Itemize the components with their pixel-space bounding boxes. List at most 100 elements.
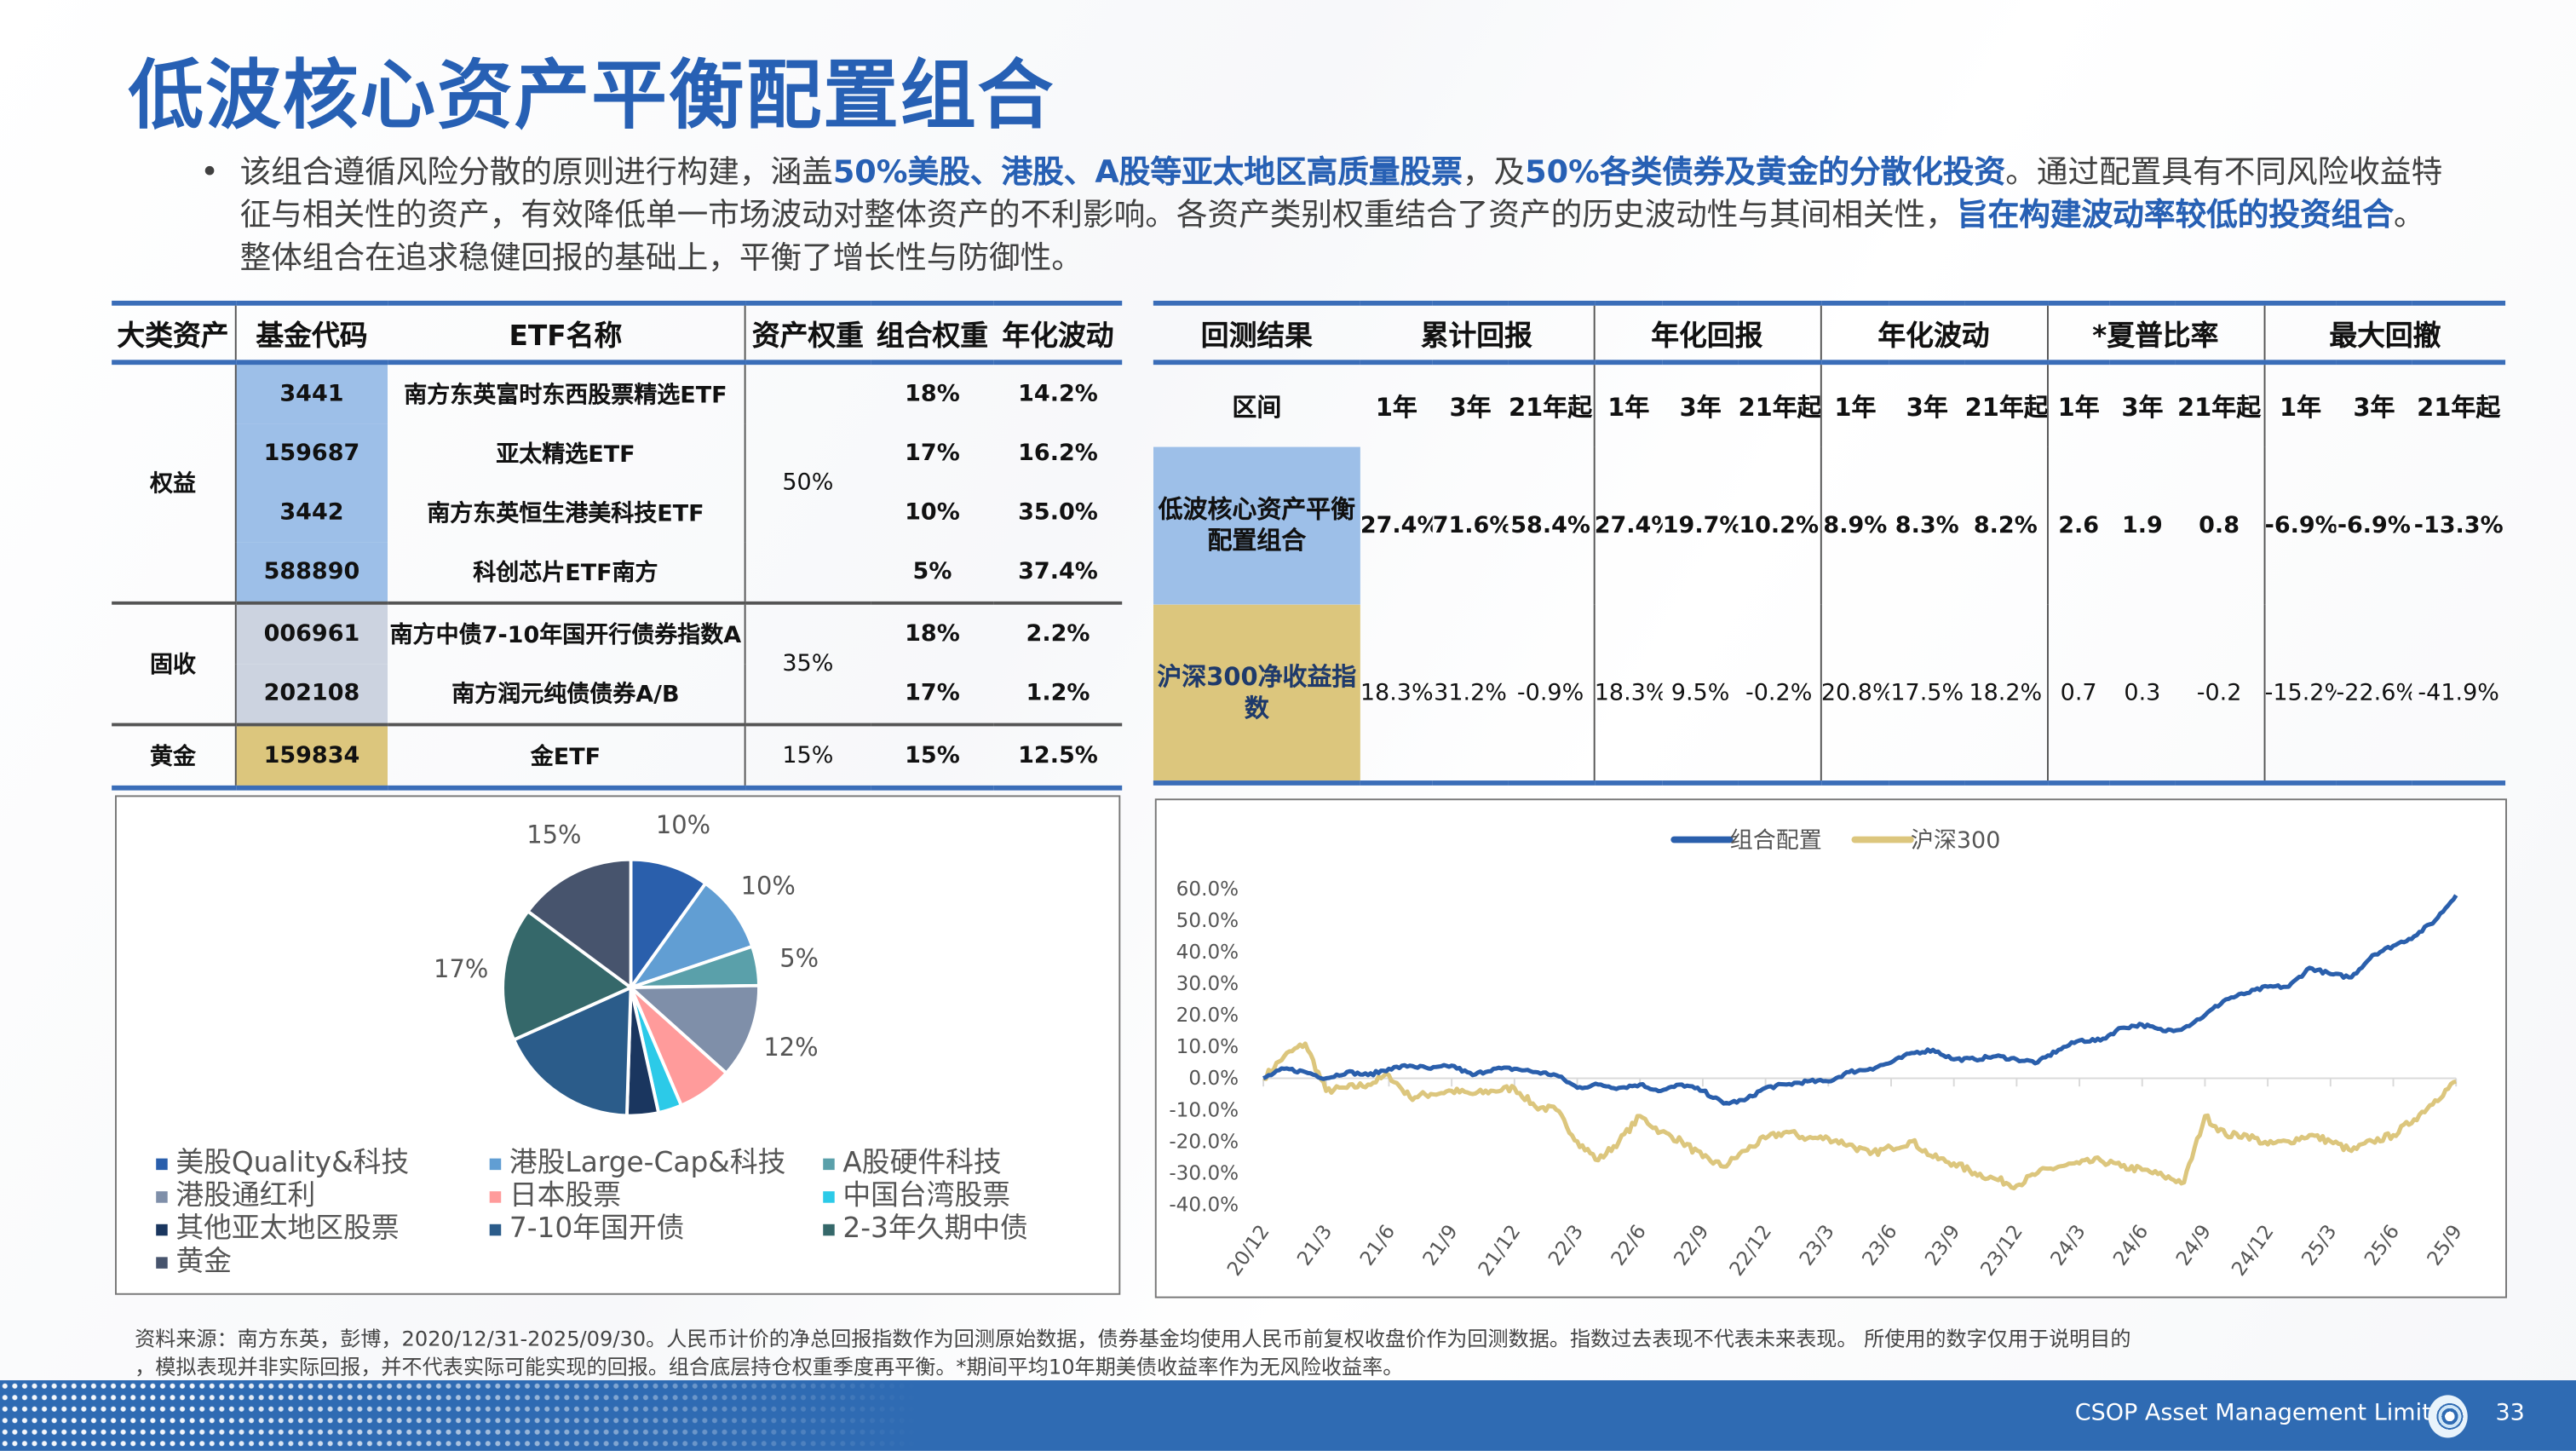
y-tick-label: -10.0% [1169, 1099, 1239, 1121]
pie-slice [626, 881, 755, 991]
period-1: 3年 [1449, 391, 1492, 422]
table-row: 159687 亚太精选ETF 17% 16.2% [112, 423, 1122, 483]
x-tick-label: 24/12 [2228, 1221, 2279, 1281]
metric-value: 71.6% [1432, 512, 1509, 539]
annual-vol: 37.4% [1018, 558, 1098, 585]
x-tick-label: 23/6 [1859, 1221, 1902, 1270]
x-tick-label: 21/9 [1419, 1221, 1463, 1270]
x-tick-label: 22/12 [1726, 1221, 1777, 1281]
metric-value: -22.6% [2336, 604, 2412, 786]
legend-label: 沪深300 [1911, 827, 2000, 854]
pie-svg: 10%10%5%12%7%3%4%18%17%15% [434, 810, 819, 1126]
metric-value: 0.8 [2199, 512, 2240, 539]
metric-value: 2.6 [2046, 446, 2110, 605]
legend-label: 美股Quality&科技 [175, 1147, 410, 1180]
fund-code: 3442 [233, 482, 388, 543]
y-tick-label: 50.0% [1176, 910, 1239, 932]
annual-vol: 2.2% [993, 601, 1123, 665]
bullet-text: 该组合遵循风险分散的原则进行构建，涵盖50%美股、港股、A股等亚太地区高质量股票… [240, 151, 2452, 279]
period-1: 3年 [1906, 391, 1948, 422]
metric-value: 20.8% [1819, 604, 1889, 786]
metric-value: 17.5% [1889, 604, 1965, 786]
legend-item: 其他亚太地区股票 [156, 1205, 400, 1246]
portfolio-weight: 15% [871, 723, 994, 791]
metric-value: 8.9% [1819, 446, 1889, 605]
line-svg: 60.0% 50.0% 40.0% 30.0% 20.0% 10.0% 0.0% -10.0%… [1169, 827, 2467, 1281]
metric-value: 18.3% [1360, 604, 1433, 786]
dot-pattern [0, 1379, 920, 1451]
legend-item: 黄金 [156, 1237, 232, 1278]
legend-label: 2-3年久期中债 [842, 1212, 1028, 1246]
fund-code: 588890 [233, 542, 388, 603]
pie-slice [511, 985, 633, 1118]
period-0: 1年 [2046, 362, 2110, 447]
row-label: 沪深300净收益指数 [1153, 604, 1360, 786]
col-header: 回测结果 [1153, 300, 1360, 366]
x-tick-label: 22/3 [1544, 1221, 1588, 1270]
annual-vol: 14.2% [1018, 381, 1098, 408]
legend-item: A股硬件科技 [823, 1138, 1002, 1180]
x-tick-label: 23/12 [1976, 1221, 2027, 1281]
col-header: 年化波动 [1819, 300, 2048, 366]
etf-name: 亚太精选ETF [496, 441, 635, 469]
metric-value: -15.2% [2263, 604, 2337, 786]
y-tick-label: 0.0% [1188, 1068, 1239, 1090]
legend-swatch-icon [823, 1157, 835, 1170]
col-header: 年化回报 [1592, 300, 1820, 366]
annual-vol: 35.0% [1018, 499, 1098, 527]
table-header-row: 回测结果 累计回报 年化回报 年化波动 *夏普比率 最大回撤 [1153, 300, 2506, 366]
legend-label: 组合配置 [1730, 827, 1822, 854]
legend-label: 日本股票 [509, 1179, 621, 1213]
legend-swatch-icon [156, 1223, 168, 1235]
bullet-dot-icon: • [200, 154, 219, 191]
series-line-portfolio [1262, 894, 2458, 1106]
page-title: 低波核心资产平衡配置组合 [128, 50, 1055, 140]
x-tick-label: 23/3 [1796, 1221, 1839, 1270]
description-bullet: • 该组合遵循风险分散的原则进行构建，涵盖50%美股、港股、A股等亚太地区高质量… [200, 151, 2451, 279]
y-tick-label: -40.0% [1169, 1194, 1239, 1216]
disclaimer-note: ，模拟表现并非实际回报，并不代表实际可能实现的回报。组合底层持仓权重季度再平衡。… [135, 1354, 1404, 1379]
x-tick-label: 22/6 [1607, 1221, 1651, 1270]
metric-value: 0.7 [2046, 604, 2110, 786]
fund-code: 159834 [233, 723, 388, 791]
table-row: 202108 南方润元纯债债券A/B 17% 1.2% [112, 664, 1122, 725]
backtest-table: 回测结果 累计回报 年化回报 年化波动 *夏普比率 最大回撤 区间 1年 3年 21… [1153, 300, 2506, 786]
metric-value: 27.4% [1592, 446, 1663, 605]
x-tick-label: 25/6 [2360, 1221, 2404, 1270]
x-tick-label: 22/9 [1670, 1221, 1713, 1270]
x-tick-label: 21/3 [1293, 1221, 1337, 1270]
metric-value: 31.2% [1432, 604, 1509, 786]
y-tick-label: 20.0% [1176, 1005, 1239, 1027]
pie-data-label: 10% [656, 810, 710, 839]
metric-value: 18.3% [1592, 604, 1663, 786]
period-0: 1年 [2263, 362, 2337, 447]
etf-name: 南方东英恒生港美科技ETF [427, 501, 704, 528]
asset-weight: 35% [743, 601, 871, 725]
period-1: 3年 [1679, 391, 1722, 422]
col-header: 累计回报 [1360, 300, 1594, 366]
page-number: 33 [2495, 1400, 2525, 1426]
pie-data-label: 12% [763, 1033, 818, 1062]
pie-data-label: 10% [741, 871, 796, 900]
portfolio-weight: 18% [871, 601, 994, 665]
fund-code: 006961 [233, 601, 388, 665]
etf-name: 金ETF [388, 723, 745, 791]
legend-item: 港股Large-Cap&科技 [489, 1138, 785, 1180]
col-header: 年化波动 [993, 300, 1123, 366]
legend-item: 2-3年久期中债 [823, 1205, 1028, 1246]
col-header: ETF名称 [388, 300, 745, 366]
row-label: 低波核心资产平衡配置组合 [1153, 446, 1360, 605]
company-name: CSOP Asset Management Limited [2074, 1400, 2460, 1426]
portfolio-weight: 17% [905, 680, 960, 707]
table-row: 固收 006961 南方中债7-10年国开行债券指数A 35% 18% 2.2% [112, 601, 1123, 725]
legend-swatch-icon [489, 1190, 502, 1202]
series-line-csi300 [1262, 1041, 2457, 1191]
col-header: 基金代码 [233, 300, 388, 366]
metric-value: -0.2 [2175, 604, 2264, 786]
fund-code: 3441 [233, 362, 388, 424]
annual-vol: 1.2% [1026, 680, 1090, 707]
x-tick-label: 23/9 [1921, 1221, 1964, 1270]
pie-data-label: 5% [779, 944, 819, 973]
period-2: 21年起 [2417, 391, 2501, 422]
pie-slice [626, 983, 761, 1076]
